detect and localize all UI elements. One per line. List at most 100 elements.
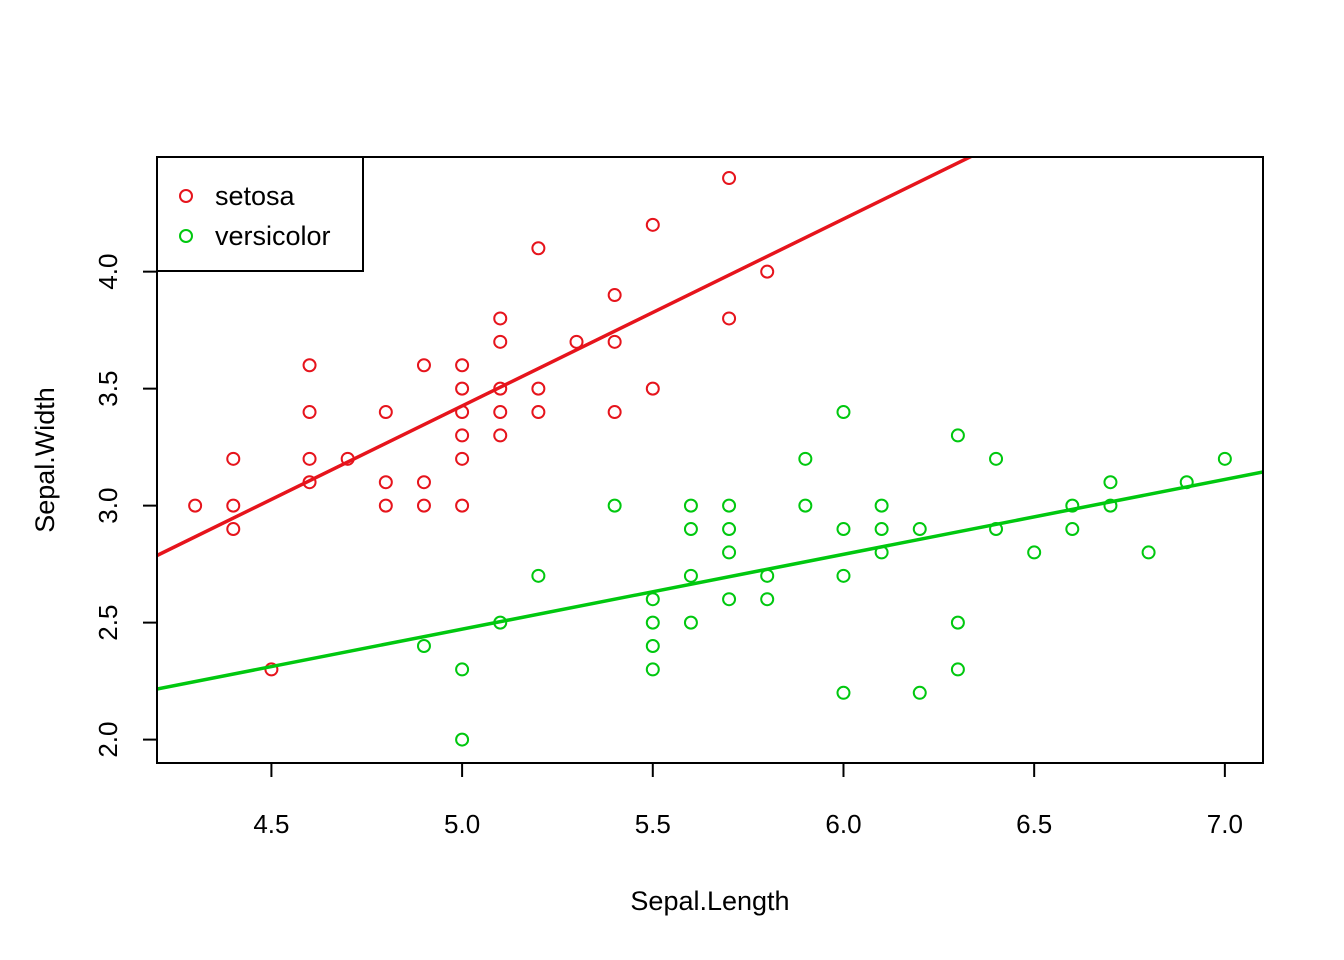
x-tick-label: 5.0 <box>444 809 480 839</box>
data-layer <box>157 157 1263 747</box>
data-point-versicolor <box>836 405 851 420</box>
data-point-setosa <box>722 171 737 186</box>
data-point-setosa <box>569 334 584 349</box>
x-tick-label: 4.5 <box>253 809 289 839</box>
data-point-setosa <box>645 217 660 232</box>
x-tick-label: 5.5 <box>635 809 671 839</box>
legend-label-versicolor: versicolor <box>215 221 331 251</box>
data-point-versicolor <box>836 685 851 700</box>
data-point-versicolor <box>455 662 470 677</box>
x-tick-label: 7.0 <box>1207 809 1243 839</box>
data-point-setosa <box>455 381 470 396</box>
series-setosa <box>157 157 974 677</box>
data-point-versicolor <box>760 592 775 607</box>
data-point-setosa <box>226 498 241 513</box>
y-tick-label: 3.5 <box>93 371 123 407</box>
data-point-setosa <box>378 475 393 490</box>
data-point-versicolor <box>1141 545 1156 560</box>
data-point-setosa <box>302 405 317 420</box>
y-axis: 2.0 2.5 3.0 3.5 4.0 <box>93 254 158 758</box>
data-point-setosa <box>455 451 470 466</box>
data-point-versicolor <box>950 615 965 630</box>
data-point-versicolor <box>1027 545 1042 560</box>
data-point-versicolor <box>645 592 660 607</box>
data-point-versicolor <box>1103 475 1118 490</box>
data-point-versicolor <box>645 639 660 654</box>
data-point-setosa <box>226 522 241 537</box>
data-point-versicolor <box>798 451 813 466</box>
data-point-versicolor <box>531 568 546 583</box>
data-point-versicolor <box>912 522 927 537</box>
data-point-versicolor <box>1065 522 1080 537</box>
data-point-versicolor <box>874 498 889 513</box>
data-point-setosa <box>188 498 203 513</box>
data-point-versicolor <box>455 732 470 747</box>
regression-line-versicolor <box>157 470 1263 691</box>
x-axis-label: Sepal.Length <box>630 886 789 916</box>
data-point-setosa <box>302 451 317 466</box>
data-point-versicolor <box>836 522 851 537</box>
legend-box <box>156 156 364 272</box>
data-point-setosa <box>607 334 622 349</box>
x-tick-label: 6.5 <box>1016 809 1052 839</box>
data-point-setosa <box>378 498 393 513</box>
data-point-versicolor <box>683 615 698 630</box>
legend: setosa versicolor <box>156 156 364 272</box>
data-point-setosa <box>416 358 431 373</box>
y-tick-label: 2.0 <box>93 722 123 758</box>
series-versicolor <box>157 405 1263 747</box>
data-point-versicolor <box>722 498 737 513</box>
data-point-versicolor <box>798 498 813 513</box>
data-point-setosa <box>760 264 775 279</box>
data-point-versicolor <box>874 522 889 537</box>
y-tick-label: 4.0 <box>93 254 123 290</box>
data-point-setosa <box>302 358 317 373</box>
data-point-setosa <box>378 405 393 420</box>
legend-marker-setosa <box>179 189 193 203</box>
legend-label-setosa: setosa <box>215 181 296 211</box>
data-point-versicolor <box>989 451 1004 466</box>
data-point-versicolor <box>607 498 622 513</box>
data-point-setosa <box>493 311 508 326</box>
data-point-setosa <box>531 241 546 256</box>
data-point-versicolor <box>1217 451 1232 466</box>
data-point-setosa <box>493 428 508 443</box>
data-point-versicolor <box>683 522 698 537</box>
data-point-setosa <box>531 381 546 396</box>
data-point-setosa <box>607 288 622 303</box>
data-point-versicolor <box>1103 498 1118 513</box>
data-point-setosa <box>416 475 431 490</box>
data-point-versicolor <box>683 568 698 583</box>
data-point-setosa <box>226 451 241 466</box>
data-point-versicolor <box>1065 498 1080 513</box>
data-point-versicolor <box>683 498 698 513</box>
data-point-setosa <box>455 358 470 373</box>
data-point-versicolor <box>645 615 660 630</box>
data-point-versicolor <box>836 568 851 583</box>
data-point-setosa <box>722 311 737 326</box>
data-point-versicolor <box>645 662 660 677</box>
x-axis: 4.5 5.0 5.5 6.0 6.5 7.0 <box>253 762 1243 839</box>
data-point-versicolor <box>950 662 965 677</box>
data-point-versicolor <box>722 592 737 607</box>
y-tick-label: 2.5 <box>93 605 123 641</box>
data-point-setosa <box>455 428 470 443</box>
data-point-setosa <box>607 405 622 420</box>
data-point-versicolor <box>912 685 927 700</box>
data-point-versicolor <box>416 639 431 654</box>
data-point-setosa <box>493 405 508 420</box>
x-tick-label: 6.0 <box>825 809 861 839</box>
data-point-setosa <box>531 405 546 420</box>
data-point-versicolor <box>722 522 737 537</box>
data-point-setosa <box>416 498 431 513</box>
data-point-setosa <box>645 381 660 396</box>
y-axis-label: Sepal.Width <box>30 387 60 533</box>
data-point-versicolor <box>950 428 965 443</box>
data-point-versicolor <box>722 545 737 560</box>
y-tick-label: 3.0 <box>93 488 123 524</box>
regression-line-setosa <box>157 157 974 558</box>
legend-marker-versicolor <box>179 229 193 243</box>
data-point-setosa <box>455 498 470 513</box>
data-point-setosa <box>493 334 508 349</box>
